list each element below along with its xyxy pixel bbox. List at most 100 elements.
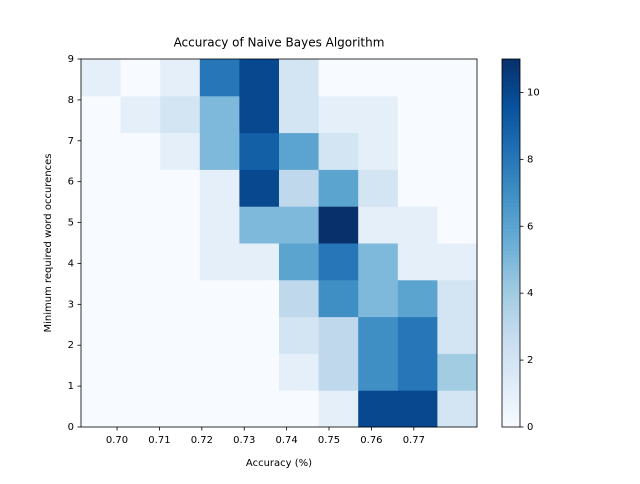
y-tick-label: 7 bbox=[68, 136, 74, 147]
heatmap-cell bbox=[120, 206, 161, 244]
colorbar-segment bbox=[502, 95, 520, 101]
colorbar-tick-label: 2 bbox=[527, 355, 533, 366]
heatmap-cell bbox=[318, 390, 359, 428]
heatmap-cell bbox=[199, 316, 240, 354]
colorbar-segment bbox=[502, 220, 520, 226]
colorbar-segment bbox=[502, 357, 520, 362]
heatmap-cell bbox=[279, 206, 320, 244]
colorbar-segment bbox=[502, 283, 520, 288]
colorbar-segment bbox=[502, 243, 520, 248]
heatmap-cell bbox=[120, 243, 161, 281]
heatmap-cell bbox=[239, 243, 280, 281]
heatmap-cell bbox=[358, 169, 399, 207]
heatmap-cell bbox=[279, 279, 320, 318]
colorbar-segment bbox=[502, 92, 520, 97]
heatmap-cell bbox=[120, 316, 161, 354]
heatmap-cell bbox=[199, 243, 240, 281]
heatmap-cell bbox=[437, 169, 478, 207]
colorbar-segment bbox=[502, 353, 520, 358]
colorbar-segment bbox=[502, 257, 520, 262]
heatmap-cell bbox=[437, 353, 478, 391]
y-axis-label: Minimum required word occurences bbox=[43, 153, 54, 332]
colorbar-segment bbox=[502, 202, 520, 207]
colorbar-segment bbox=[502, 298, 520, 303]
colorbar-segment bbox=[502, 154, 520, 159]
heatmap-cell bbox=[358, 95, 399, 134]
colorbar-segment bbox=[502, 121, 520, 126]
colorbar-segment bbox=[502, 287, 520, 292]
colorbar-segment bbox=[502, 272, 520, 277]
heatmap-cell bbox=[318, 316, 359, 354]
heatmap-cell bbox=[437, 279, 478, 318]
heatmap-cell bbox=[199, 132, 240, 170]
heatmap-cell bbox=[358, 243, 399, 281]
heatmap-cell bbox=[199, 59, 240, 97]
colorbar-segment bbox=[502, 254, 520, 259]
colorbar-segment bbox=[502, 279, 520, 285]
colorbar-segment bbox=[502, 323, 520, 329]
heatmap-cell bbox=[279, 132, 320, 170]
heatmap-cell bbox=[81, 243, 122, 281]
colorbar-segment bbox=[502, 408, 520, 413]
colorbar-segment bbox=[502, 368, 520, 373]
colorbar-segment bbox=[502, 423, 520, 428]
heatmap-cell bbox=[81, 279, 122, 318]
heatmap-cell bbox=[318, 169, 359, 207]
colorbar-segment bbox=[502, 110, 520, 115]
colorbar-segment bbox=[502, 198, 520, 204]
heatmap-cell bbox=[279, 316, 320, 354]
heatmap-cell bbox=[239, 169, 280, 207]
heatmap-cell bbox=[81, 206, 122, 244]
heatmap-cell bbox=[199, 169, 240, 207]
y-tick-label: 4 bbox=[68, 258, 74, 269]
colorbar-segment bbox=[502, 173, 520, 178]
colorbar-segment bbox=[502, 265, 520, 270]
colorbar-tick-label: 10 bbox=[527, 87, 540, 98]
x-tick-label: 0.75 bbox=[318, 435, 340, 446]
heatmap-cell bbox=[160, 169, 201, 207]
colorbar-segment bbox=[502, 209, 520, 215]
colorbar-segment bbox=[502, 77, 520, 82]
colorbar-segment bbox=[502, 338, 520, 343]
colorbar-segment bbox=[502, 246, 520, 251]
colorbar-segment bbox=[502, 217, 520, 222]
heatmap-cell bbox=[318, 59, 359, 97]
colorbar-segment bbox=[502, 228, 520, 233]
heatmap-cell bbox=[397, 95, 438, 134]
colorbar-segment bbox=[502, 419, 520, 424]
heatmap-cell bbox=[437, 243, 478, 281]
colorbar-segment bbox=[502, 335, 520, 340]
heatmap-cell bbox=[318, 279, 359, 318]
heatmap-cell bbox=[160, 59, 201, 97]
heatmap-cell bbox=[397, 390, 438, 428]
colorbar-segment bbox=[502, 73, 520, 78]
y-tick-label: 9 bbox=[68, 54, 74, 65]
heatmap-cell bbox=[397, 132, 438, 170]
colorbar-segment bbox=[502, 187, 520, 193]
heatmap-cell bbox=[279, 95, 320, 134]
heatmap-cell bbox=[437, 206, 478, 244]
colorbar-segment bbox=[502, 276, 520, 281]
heatmap-cell bbox=[397, 353, 438, 391]
x-tick-label: 0.76 bbox=[360, 435, 382, 446]
colorbar-segment bbox=[502, 158, 520, 163]
heatmap-cell bbox=[279, 59, 320, 97]
colorbar-segment bbox=[502, 62, 520, 67]
heatmap-cell bbox=[358, 316, 399, 354]
colorbar-segment bbox=[502, 84, 520, 90]
y-tick-label: 2 bbox=[68, 340, 74, 351]
heatmap-cell bbox=[160, 132, 201, 170]
heatmap-cell bbox=[318, 95, 359, 134]
heatmap-cell bbox=[160, 279, 201, 318]
colorbar-segment bbox=[502, 106, 520, 112]
heatmap-cell bbox=[279, 169, 320, 207]
colorbar-segment bbox=[502, 136, 520, 141]
colorbar-tick-label: 4 bbox=[527, 288, 533, 299]
colorbar-segment bbox=[502, 346, 520, 351]
colorbar-tick-label: 8 bbox=[527, 154, 533, 165]
heatmap-cell bbox=[81, 353, 122, 391]
colorbar-segment bbox=[502, 375, 520, 380]
colorbar-segment bbox=[502, 382, 520, 388]
heatmap-cell bbox=[318, 206, 359, 244]
heatmap-cell bbox=[239, 390, 280, 428]
